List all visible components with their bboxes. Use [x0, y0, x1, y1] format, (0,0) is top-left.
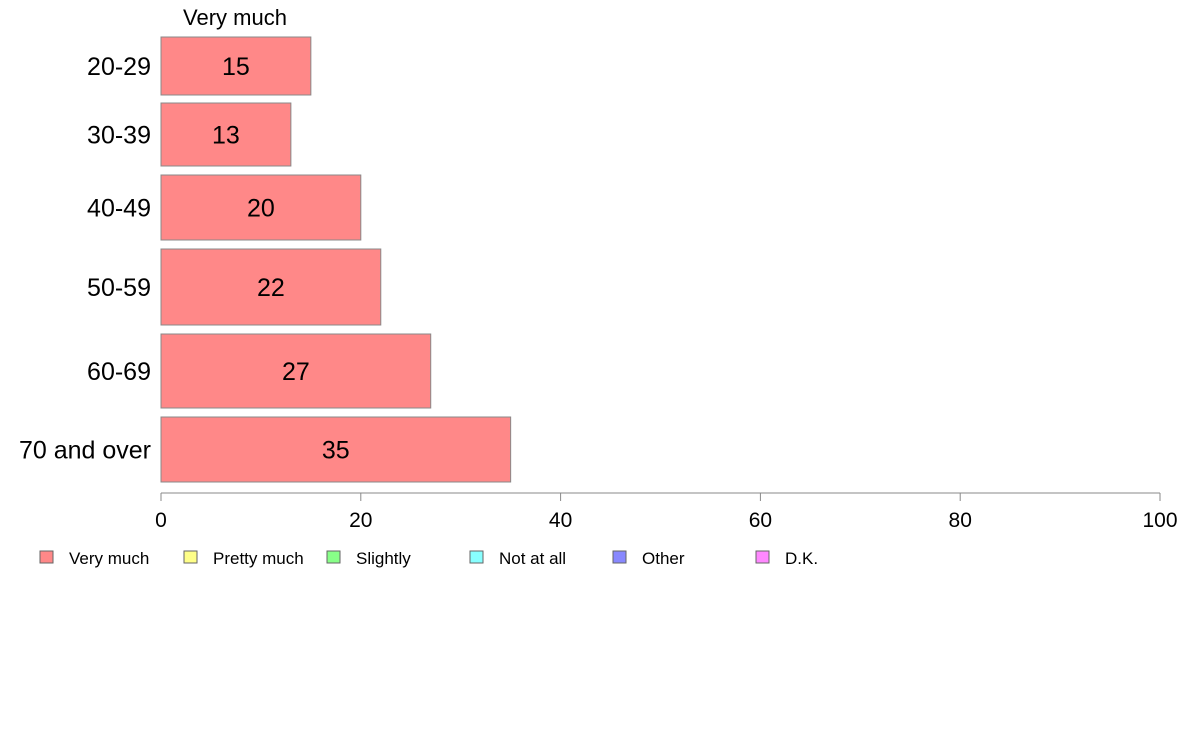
category-label: 70 and over: [19, 437, 151, 465]
legend-label: Pretty much: [213, 549, 304, 568]
legend-swatch: [755, 550, 770, 564]
x-tick-label: 80: [949, 509, 972, 532]
legend-item: Not at all: [469, 549, 566, 568]
legend-item: D.K.: [755, 549, 818, 568]
category-label: 50-59: [87, 274, 151, 302]
legend-label: Slightly: [356, 549, 411, 568]
x-axis: 0 20 40 60 80 100: [155, 492, 1178, 532]
bar-value-label: 35: [322, 437, 350, 465]
bar-value-label: 27: [282, 358, 310, 386]
legend-label: D.K.: [785, 549, 818, 568]
x-tick-label: 100: [1142, 509, 1177, 532]
bar-value-label: 15: [222, 53, 250, 81]
x-tick-label: 40: [549, 509, 572, 532]
legend-label: Other: [642, 549, 685, 568]
category-label: 20-29: [87, 53, 151, 81]
legend-item: Other: [612, 549, 685, 568]
bars: 15 13 20 22 27 35: [160, 36, 512, 483]
bar: [160, 102, 292, 167]
bar-value-label: 22: [257, 274, 285, 302]
bar: [160, 248, 382, 326]
legend-swatch: [39, 550, 54, 564]
bar: [160, 333, 432, 409]
legend-swatch: [612, 550, 627, 564]
legend-label: Not at all: [499, 549, 566, 568]
x-tick-label: 20: [349, 509, 372, 532]
bar: [160, 174, 362, 241]
category-label: 30-39: [87, 122, 151, 150]
legend-label: Very much: [69, 549, 149, 568]
category-labels: 20-29 30-39 40-49 50-59 60-69 70 and over: [19, 53, 151, 465]
legend-swatch: [183, 550, 198, 564]
legend-item: Pretty much: [183, 549, 304, 568]
bar: [160, 36, 312, 96]
legend-item: Very much: [39, 549, 149, 568]
legend: Very much Pretty much Slightly Not at all Ot…: [39, 549, 818, 568]
legend-swatch: [326, 550, 341, 564]
bar-value-label: 13: [212, 122, 240, 150]
x-tick-label: 60: [749, 509, 772, 532]
bar-value-label: 20: [247, 195, 275, 223]
category-label: 40-49: [87, 195, 151, 223]
legend-item: Slightly: [326, 549, 411, 568]
legend-swatch: [469, 550, 484, 564]
category-label: 60-69: [87, 358, 151, 386]
bar: [160, 416, 512, 483]
x-tick-label: 0: [155, 509, 167, 532]
column-header: Very much: [183, 5, 287, 30]
